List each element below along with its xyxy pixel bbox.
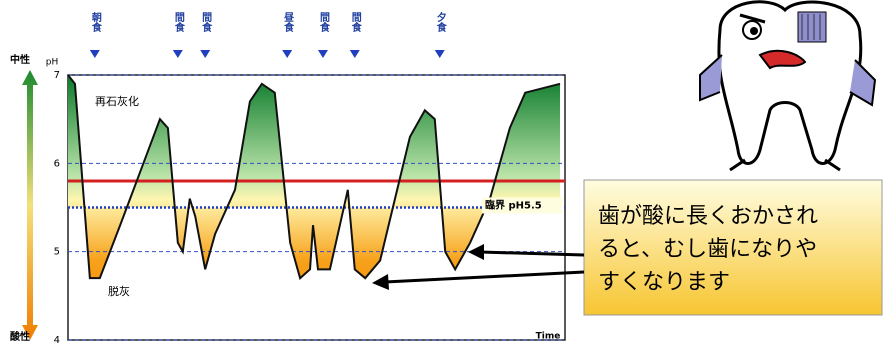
callout-line: 歯が酸に長くおかされ <box>598 204 818 229</box>
critical-label: 臨界 pH5.5 <box>485 199 542 212</box>
meal-marker <box>173 50 183 58</box>
tooth-illustration <box>700 2 875 170</box>
y-tick-label: 4 <box>54 335 60 343</box>
acid-label: 酸性 <box>10 330 30 343</box>
callout-line: ると、むし歯になりや <box>598 237 817 262</box>
annotation: 脱灰 <box>108 284 130 298</box>
meal-label: 間食 <box>317 12 330 33</box>
neutral-label: 中性 <box>10 53 30 66</box>
meal-marker <box>200 50 210 58</box>
meal-label: 間食 <box>172 12 185 33</box>
meal-label: 夕食 <box>434 11 447 33</box>
meal-marker <box>350 50 360 58</box>
y-tick-label: 6 <box>54 158 60 169</box>
chart: 4567臨界 pH5.5再石灰化脱灰朝食間食間食昼食間食間食夕食 中性 酸性 p… <box>0 0 886 343</box>
meal-label: 間食 <box>349 12 362 33</box>
plot: 4567臨界 pH5.5再石灰化脱灰朝食間食間食昼食間食間食夕食 <box>54 11 565 343</box>
annotation: 再石灰化 <box>95 94 139 108</box>
meal-marker <box>90 50 100 58</box>
meal-label: 朝食 <box>89 11 102 33</box>
meal-marker <box>435 50 445 58</box>
meal-label: 間食 <box>200 12 213 33</box>
y-axis-label: pH <box>46 58 58 68</box>
x-axis-label: Time <box>536 332 561 342</box>
callout-line: すくなります <box>598 270 730 295</box>
y-tick-label: 5 <box>54 247 60 258</box>
y-tick-label: 7 <box>54 70 60 81</box>
meal-marker <box>282 50 292 58</box>
meal-marker <box>318 50 328 58</box>
ph-arrow <box>22 70 38 340</box>
meal-label: 昼食 <box>282 12 295 33</box>
